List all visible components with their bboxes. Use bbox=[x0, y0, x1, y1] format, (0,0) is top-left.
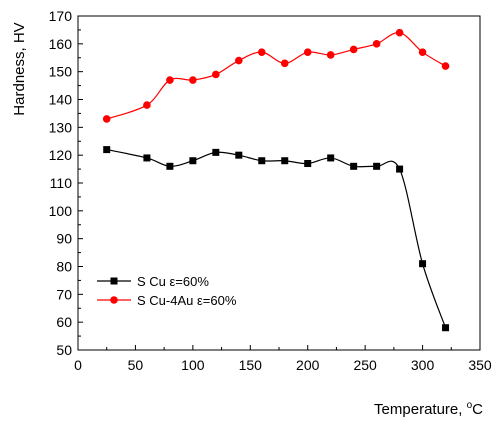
data-point-square bbox=[143, 154, 151, 162]
data-point-square bbox=[235, 151, 243, 159]
data-point-square bbox=[304, 160, 312, 168]
y-tick-label: 70 bbox=[56, 286, 72, 302]
y-tick-label: 130 bbox=[49, 119, 73, 135]
y-tick-label: 150 bbox=[49, 64, 73, 80]
data-point-square bbox=[166, 162, 174, 170]
data-point-circle bbox=[166, 76, 174, 84]
legend-marker-square bbox=[110, 277, 118, 285]
x-tick-label: 250 bbox=[353, 357, 377, 373]
data-point-square bbox=[327, 154, 335, 162]
y-tick-label: 100 bbox=[49, 203, 73, 219]
data-point-square bbox=[103, 146, 111, 154]
data-point-square bbox=[258, 157, 266, 165]
series-1 bbox=[103, 146, 450, 332]
data-point-square bbox=[212, 148, 220, 156]
data-point-circle bbox=[372, 40, 381, 48]
data-point-circle bbox=[257, 48, 266, 56]
x-tick-label: 150 bbox=[239, 357, 263, 373]
y-tick-label: 120 bbox=[49, 147, 73, 163]
x-tick-label: 0 bbox=[74, 357, 82, 373]
series-line bbox=[106, 32, 446, 120]
data-point-square bbox=[281, 157, 289, 165]
data-point-square bbox=[350, 162, 358, 170]
x-tick-label: 300 bbox=[411, 357, 435, 373]
y-tick-label: 80 bbox=[56, 259, 72, 275]
data-point-circle bbox=[303, 48, 312, 56]
y-tick-label: 90 bbox=[56, 231, 72, 247]
data-point-circle bbox=[326, 51, 335, 59]
data-point-circle bbox=[102, 115, 111, 123]
x-tick-label: 100 bbox=[181, 357, 205, 373]
y-tick-label: 50 bbox=[56, 342, 72, 358]
y-axis-title: Hardness, HV bbox=[11, 22, 28, 115]
data-point-circle bbox=[212, 70, 220, 79]
data-point-circle bbox=[280, 59, 289, 68]
series-layer bbox=[102, 28, 450, 332]
x-tick-label: 50 bbox=[128, 357, 144, 373]
data-point-circle bbox=[143, 101, 151, 109]
x-tick-label: 200 bbox=[296, 357, 320, 373]
y-tick-label: 60 bbox=[56, 314, 72, 330]
data-point-square bbox=[189, 157, 197, 165]
data-point-square bbox=[419, 260, 427, 268]
legend: S Cu ε=60% S Cu-4Au ε=60% bbox=[97, 274, 237, 308]
y-tick-label: 170 bbox=[49, 8, 73, 24]
legend-marker-circle bbox=[110, 296, 118, 304]
legend-label: S Cu-4Au ε=60% bbox=[137, 293, 237, 308]
series-2 bbox=[102, 28, 450, 123]
data-point-circle bbox=[235, 56, 243, 65]
x-axis-title: Temperature, oC bbox=[374, 400, 483, 418]
y-tick-label: 110 bbox=[50, 175, 73, 191]
data-point-circle bbox=[395, 28, 404, 37]
y-tick-label: 140 bbox=[49, 92, 73, 108]
data-point-circle bbox=[189, 76, 197, 84]
data-point-circle bbox=[441, 62, 450, 70]
data-point-square bbox=[396, 165, 404, 173]
x-tick-label: 350 bbox=[468, 357, 492, 373]
data-point-square bbox=[373, 162, 381, 170]
data-point-circle bbox=[349, 45, 358, 54]
legend-label: S Cu ε=60% bbox=[137, 274, 209, 289]
y-tick-label: 160 bbox=[49, 36, 73, 52]
data-point-square bbox=[442, 324, 450, 332]
data-point-circle bbox=[418, 48, 427, 56]
